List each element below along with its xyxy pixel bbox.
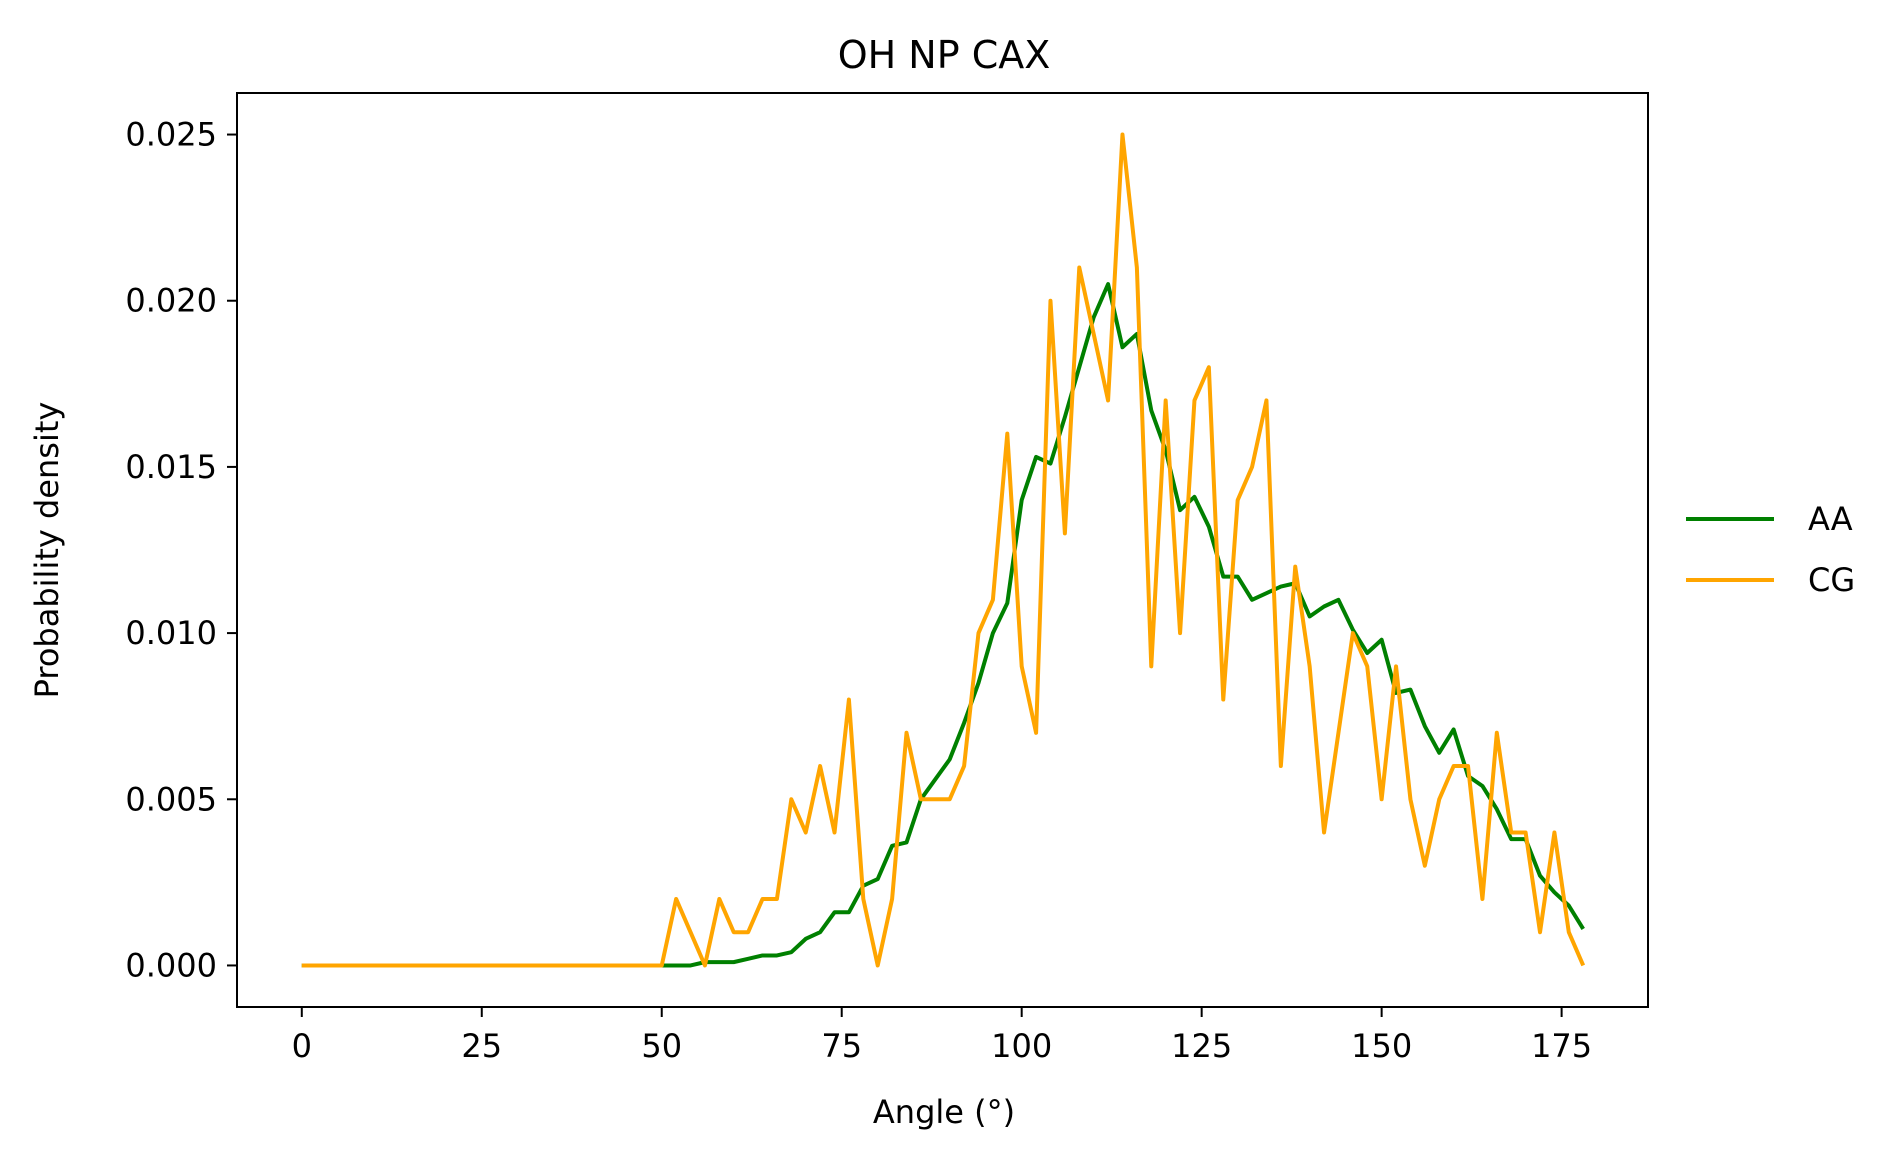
plot-area [237,93,1648,1007]
plot-frame [236,92,1649,1008]
legend-label-cg: CG [1808,561,1855,599]
x-tick-label: 100 [991,1027,1052,1065]
x-axis-title: Angle (°) [873,1093,1015,1131]
y-tick-label: 0.000 [125,946,217,984]
x-axis: 0 25 50 75 100 125 150 175 [292,1007,1592,1065]
x-tick-label: 75 [821,1027,862,1065]
x-tick-label: 150 [1351,1027,1412,1065]
x-tick-label: 125 [1171,1027,1232,1065]
y-axis: 0.000 0.005 0.010 0.015 0.020 0.025 [125,116,237,984]
y-tick-label: 0.010 [125,614,217,652]
series-layer [301,132,1586,968]
legend: AA CG [1686,500,1855,599]
series-line-cg [301,132,1586,968]
legend-label-aa: AA [1808,500,1853,538]
x-tick-label: 25 [461,1027,502,1065]
x-tick-label: 175 [1531,1027,1592,1065]
chart-title: OH NP CAX [838,33,1051,77]
y-tick-label: 0.005 [125,780,217,818]
y-tick-label: 0.015 [125,448,217,486]
x-tick-label: 0 [292,1027,312,1065]
x-tick-label: 50 [641,1027,682,1065]
y-tick-label: 0.025 [125,116,217,154]
y-axis-title: Probability density [28,402,66,699]
y-tick-label: 0.020 [125,282,217,320]
